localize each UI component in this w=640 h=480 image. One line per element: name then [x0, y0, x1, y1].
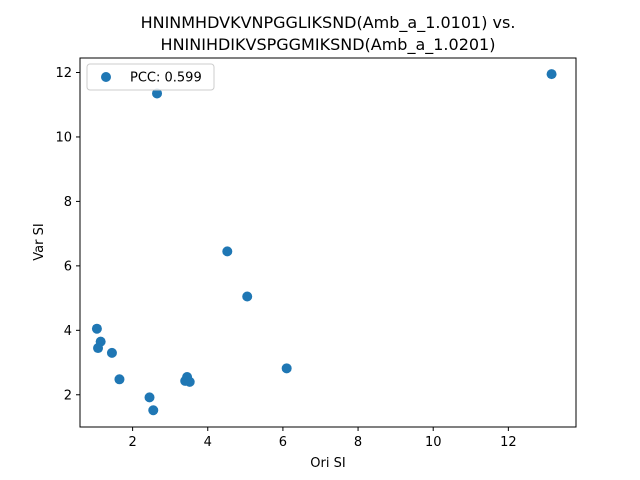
y-tick-label: 12: [55, 66, 72, 81]
x-tick-label: 2: [128, 435, 136, 450]
x-tick-label: 8: [354, 435, 362, 450]
data-point: [242, 291, 253, 302]
data-point: [152, 88, 163, 99]
data-point: [184, 376, 195, 387]
legend-box: [86, 63, 215, 91]
x-tick-label: 12: [500, 435, 517, 450]
y-tick-label: 4: [64, 324, 72, 339]
data-point: [114, 374, 125, 385]
x-axis-label: Ori SI: [310, 456, 345, 471]
y-tick-label: 8: [64, 195, 72, 210]
data-point: [148, 405, 159, 416]
data-point: [93, 343, 104, 354]
y-tick-label: 10: [55, 130, 72, 145]
y-tick-label: 2: [64, 388, 72, 403]
data-point: [91, 323, 102, 334]
axis-ticks: 2 4 6 8 10 12 2 4 6 8 10 12: [55, 66, 516, 450]
legend-label: PCC: 0.599: [130, 71, 202, 86]
legend-marker: [101, 72, 111, 82]
x-tick-label: 4: [204, 435, 212, 450]
plot-frame: [79, 57, 577, 428]
y-axis-label: Var SI: [32, 223, 47, 260]
legend: PCC: 0.599: [86, 63, 215, 91]
data-point: [106, 347, 117, 358]
data-point: [546, 69, 557, 80]
data-point: [222, 246, 233, 257]
chart-title-line-2: HNINIHDIKVSPGGMIKSND(Amb_a_1.0201): [161, 35, 496, 55]
chart-title-line-1: HNINMHDVKVNPGGLIKSND(Amb_a_1.0101) vs.: [141, 13, 516, 33]
data-points: [91, 69, 557, 416]
x-tick-label: 6: [279, 435, 287, 450]
y-tick-label: 6: [64, 259, 72, 274]
x-tick-label: 10: [425, 435, 442, 450]
data-point: [281, 363, 292, 374]
data-point: [144, 392, 155, 403]
